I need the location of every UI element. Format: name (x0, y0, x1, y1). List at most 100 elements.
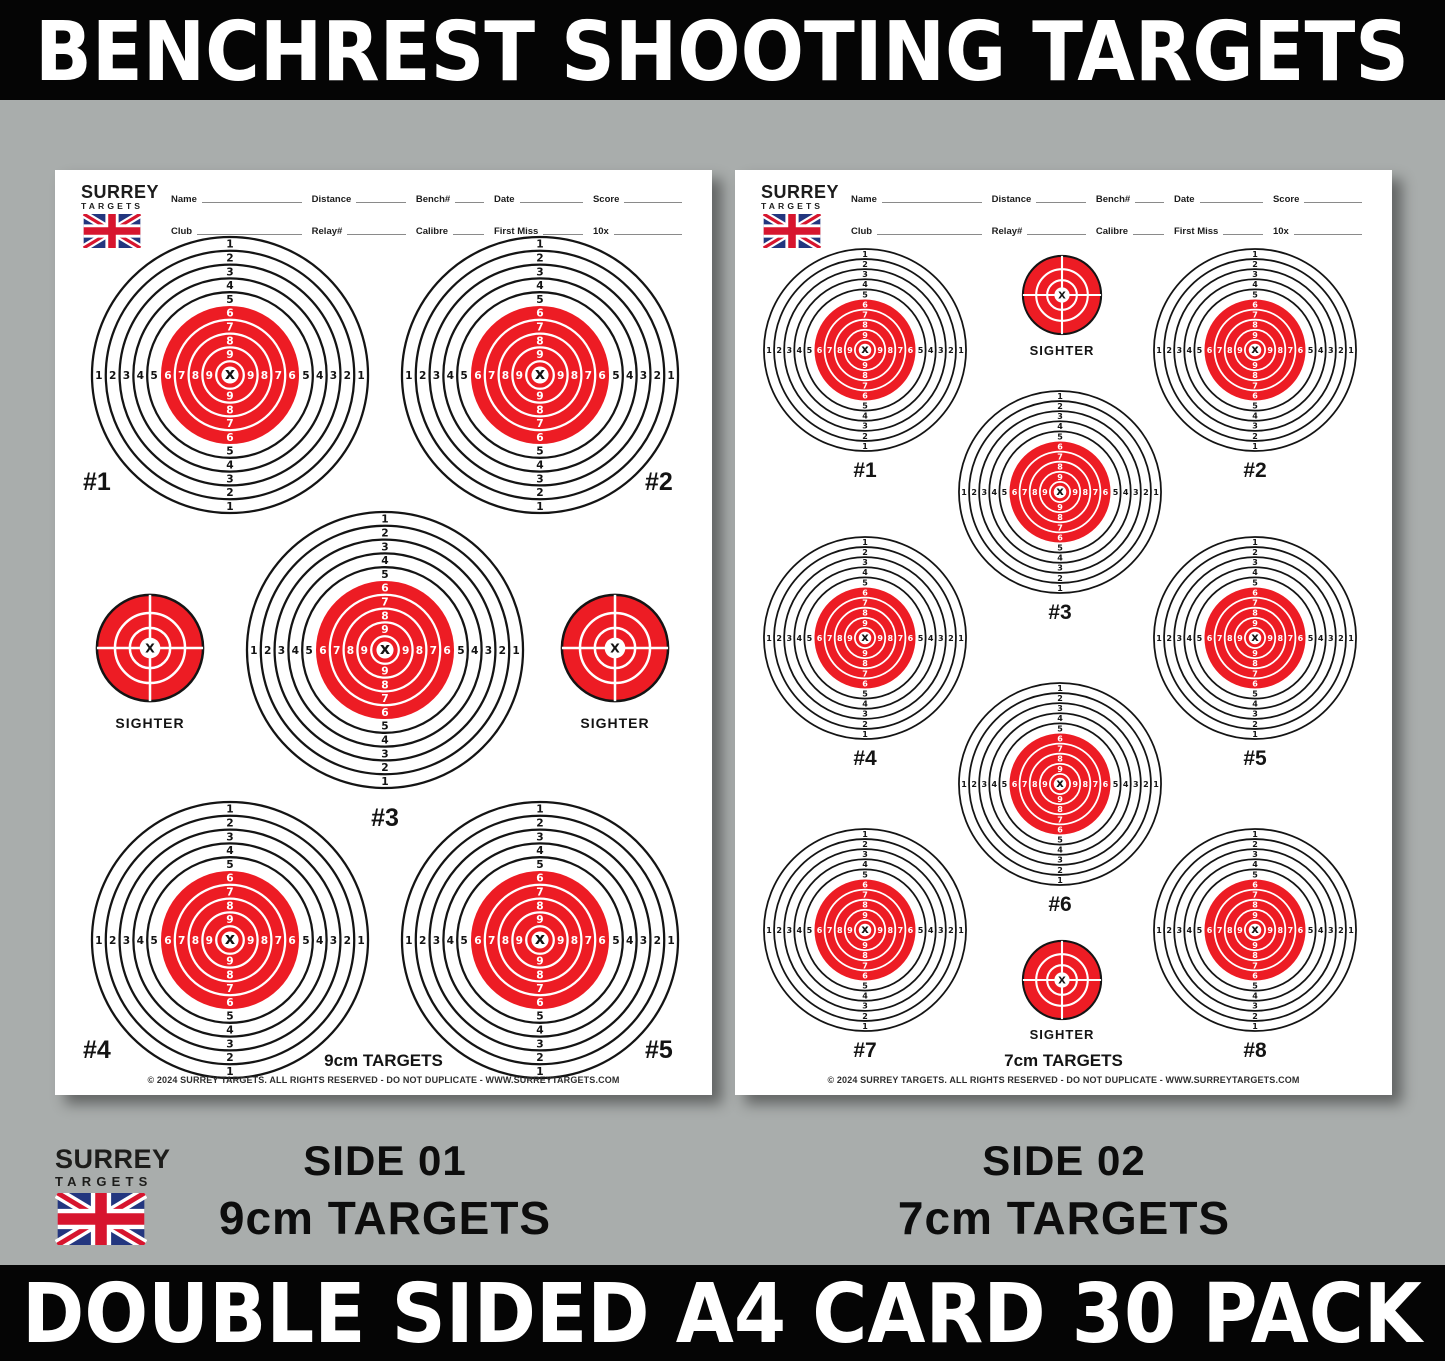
svg-text:1: 1 (226, 500, 233, 513)
svg-text:7: 7 (536, 886, 543, 899)
svg-text:8: 8 (1032, 780, 1038, 789)
sighter-target-left: X (95, 593, 205, 703)
svg-text:6: 6 (226, 431, 233, 444)
svg-text:5: 5 (536, 445, 543, 458)
svg-text:2: 2 (862, 432, 868, 441)
target-sheet-side-02: SURREY TARGETS Name Distance Bench# Date… (735, 170, 1392, 1095)
svg-text:2: 2 (1252, 720, 1258, 729)
svg-text:1: 1 (226, 1065, 233, 1078)
top-banner-svg: BENCHREST SHOOTING TARGETS (35, 5, 1409, 100)
svg-text:4: 4 (536, 844, 543, 857)
svg-text:X: X (145, 641, 155, 656)
field-label-club: Club (171, 225, 193, 237)
sheet2-fields-row1: Name Distance Bench# Date Score (851, 190, 1372, 204)
svg-text:3: 3 (1057, 856, 1063, 865)
svg-text:7: 7 (178, 369, 185, 382)
svg-text:8: 8 (226, 403, 233, 416)
field-label-score: Score (1272, 193, 1300, 205)
field-label-bench: Bench# (1095, 193, 1131, 205)
svg-text:8: 8 (226, 899, 233, 912)
svg-text:x: x (1251, 922, 1259, 936)
sighter-label: SIGHTER (115, 715, 185, 731)
logo-text-surrey: SURREY (81, 182, 160, 202)
sighter-label: SIGHTER (1029, 343, 1095, 358)
svg-text:1: 1 (536, 500, 543, 513)
svg-text:7: 7 (178, 934, 185, 947)
target-label: #3 (371, 804, 399, 832)
svg-text:5: 5 (612, 369, 619, 382)
svg-text:9: 9 (1237, 634, 1243, 643)
svg-text:6: 6 (226, 307, 233, 320)
field-label-score: Score (592, 193, 620, 205)
svg-text:9: 9 (536, 348, 543, 361)
svg-text:1: 1 (95, 934, 102, 947)
svg-text:1: 1 (357, 369, 364, 382)
sheet1-fields-row1: Name Distance Bench# Date Score (171, 190, 692, 204)
svg-text:3: 3 (1176, 346, 1182, 355)
svg-text:6: 6 (1298, 346, 1304, 355)
svg-text:1: 1 (667, 934, 674, 947)
svg-text:7: 7 (275, 934, 282, 947)
svg-text:7: 7 (1252, 891, 1258, 900)
svg-text:9: 9 (1252, 361, 1258, 370)
svg-text:6: 6 (862, 679, 868, 688)
svg-text:2: 2 (344, 934, 351, 947)
svg-text:8: 8 (502, 369, 509, 382)
svg-text:3: 3 (1176, 926, 1182, 935)
caption-side-02: SIDE 02 7cm TARGETS (898, 1140, 1230, 1242)
svg-text:2: 2 (776, 346, 782, 355)
svg-text:5: 5 (1002, 488, 1008, 497)
svg-text:2: 2 (344, 369, 351, 382)
svg-text:2: 2 (1057, 402, 1063, 411)
svg-text:6: 6 (474, 369, 481, 382)
svg-text:2: 2 (1252, 1012, 1258, 1021)
svg-text:4: 4 (1187, 634, 1193, 643)
field-line (347, 233, 406, 235)
svg-text:4: 4 (226, 844, 233, 857)
svg-text:4: 4 (1318, 634, 1324, 643)
svg-text:x: x (535, 929, 545, 948)
svg-text:9: 9 (847, 346, 853, 355)
svg-text:7: 7 (536, 321, 543, 334)
svg-text:6: 6 (164, 369, 171, 382)
union-jack-flag-icon (55, 1193, 147, 1245)
svg-text:3: 3 (226, 1037, 233, 1050)
svg-text:2: 2 (1252, 432, 1258, 441)
field-line (197, 233, 302, 235)
svg-text:4: 4 (1252, 860, 1258, 869)
svg-text:4: 4 (1187, 346, 1193, 355)
bottom-banner: DOUBLE SIDED A4 CARD 30 PACK (0, 1265, 1445, 1361)
target-label: #8 (1243, 1039, 1267, 1062)
svg-text:2: 2 (1338, 926, 1344, 935)
svg-text:6: 6 (1012, 488, 1018, 497)
svg-text:4: 4 (1318, 926, 1324, 935)
svg-text:7: 7 (1093, 780, 1099, 789)
svg-text:4: 4 (862, 860, 868, 869)
svg-text:1: 1 (766, 926, 772, 935)
svg-text:6: 6 (536, 872, 543, 885)
svg-text:1: 1 (1057, 684, 1063, 693)
svg-text:4: 4 (1123, 780, 1129, 789)
svg-text:3: 3 (862, 270, 868, 279)
field-label-name: Name (851, 193, 877, 205)
svg-text:7: 7 (862, 599, 868, 608)
svg-text:6: 6 (1207, 346, 1213, 355)
svg-text:9: 9 (536, 390, 543, 403)
svg-text:5: 5 (150, 369, 157, 382)
svg-text:7: 7 (1252, 599, 1258, 608)
svg-text:9: 9 (862, 619, 868, 628)
field-label-10x: 10x (592, 225, 609, 237)
svg-text:7: 7 (333, 644, 340, 657)
svg-text:8: 8 (1252, 951, 1258, 960)
bottom-banner-svg: DOUBLE SIDED A4 CARD 30 PACK (22, 1267, 1425, 1361)
field-line (1304, 201, 1362, 203)
svg-text:8: 8 (862, 609, 868, 618)
svg-text:7: 7 (1057, 523, 1063, 532)
svg-text:x: x (861, 630, 869, 644)
top-banner-title: BENCHREST SHOOTING TARGETS (35, 5, 1409, 100)
svg-text:2: 2 (1166, 926, 1172, 935)
svg-text:9: 9 (247, 369, 254, 382)
svg-text:6: 6 (319, 644, 326, 657)
